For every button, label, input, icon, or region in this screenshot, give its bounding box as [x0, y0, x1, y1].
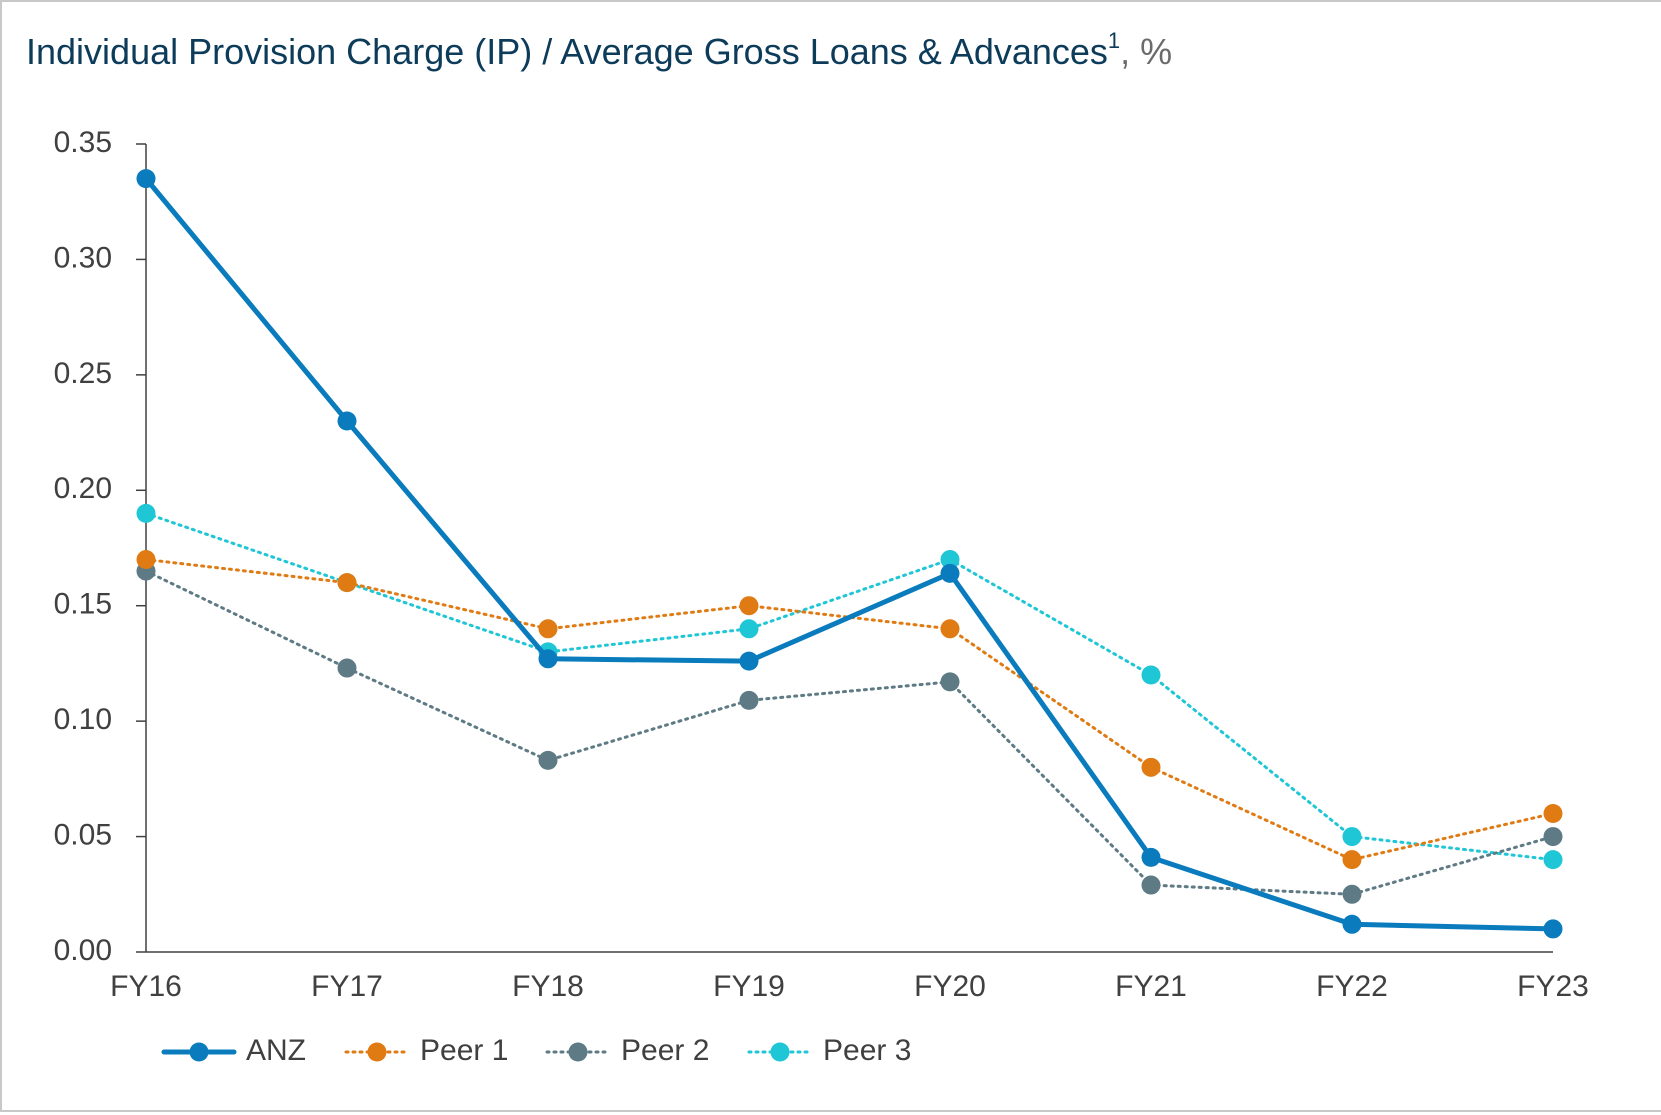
- data-point: [1141, 847, 1161, 867]
- legend-marker: [189, 1042, 209, 1062]
- y-tick-label: 0.10: [54, 703, 112, 736]
- data-point: [739, 596, 759, 616]
- data-point: [940, 550, 960, 570]
- data-point: [1141, 757, 1161, 777]
- x-tick-label: FY20: [914, 970, 986, 1003]
- x-tick-label: FY19: [713, 970, 785, 1003]
- y-tick-label: 0.30: [54, 241, 112, 274]
- data-point: [1342, 850, 1362, 870]
- legend-label: Peer 2: [621, 1034, 709, 1067]
- legend-label: Peer 1: [420, 1034, 508, 1067]
- data-point: [136, 503, 156, 523]
- data-point: [1342, 914, 1362, 934]
- data-point: [1141, 665, 1161, 685]
- data-point: [1543, 827, 1563, 847]
- y-tick-label: 0.00: [54, 934, 112, 967]
- y-tick-label: 0.05: [54, 818, 112, 851]
- data-point: [1543, 919, 1563, 939]
- data-point: [1342, 884, 1362, 904]
- data-point: [337, 411, 357, 431]
- legend-marker: [770, 1042, 790, 1062]
- series-line: [144, 569, 1555, 896]
- data-point: [1141, 875, 1161, 895]
- data-point: [739, 619, 759, 639]
- y-tick-label: 0.15: [54, 588, 112, 621]
- data-point: [1342, 827, 1362, 847]
- data-point: [1543, 803, 1563, 823]
- x-tick-label: FY18: [512, 970, 584, 1003]
- y-tick-label: 0.25: [54, 357, 112, 390]
- title-footnote: 1: [1108, 28, 1120, 53]
- title-unit: , %: [1120, 31, 1172, 72]
- data-point: [538, 649, 558, 669]
- x-tick-label: FY22: [1316, 970, 1388, 1003]
- x-tick-label: FY17: [311, 970, 383, 1003]
- data-point: [940, 672, 960, 692]
- title-main: Individual Provision Charge (IP) / Avera…: [26, 31, 1108, 72]
- legend-marker: [568, 1042, 588, 1062]
- x-tick-label: FY16: [110, 970, 182, 1003]
- data-point: [940, 563, 960, 583]
- y-tick-label: 0.35: [54, 126, 112, 159]
- chart-title: Individual Provision Charge (IP) / Avera…: [26, 28, 1172, 72]
- data-point: [136, 169, 156, 189]
- data-point: [337, 573, 357, 593]
- data-point: [739, 651, 759, 671]
- series-line: [144, 511, 1555, 862]
- series-line: [144, 558, 1555, 862]
- x-tick-label: FY21: [1115, 970, 1187, 1003]
- legend-label: Peer 3: [823, 1034, 911, 1067]
- data-point: [337, 658, 357, 678]
- x-tick-label: FY23: [1517, 970, 1589, 1003]
- series-line: [143, 176, 1556, 932]
- data-point: [136, 550, 156, 570]
- data-point: [538, 619, 558, 639]
- legend-marker: [367, 1042, 387, 1062]
- data-point: [1543, 850, 1563, 870]
- y-tick-label: 0.20: [54, 472, 112, 505]
- legend-label: ANZ: [246, 1034, 306, 1067]
- data-point: [538, 750, 558, 770]
- data-point: [940, 619, 960, 639]
- data-point: [739, 690, 759, 710]
